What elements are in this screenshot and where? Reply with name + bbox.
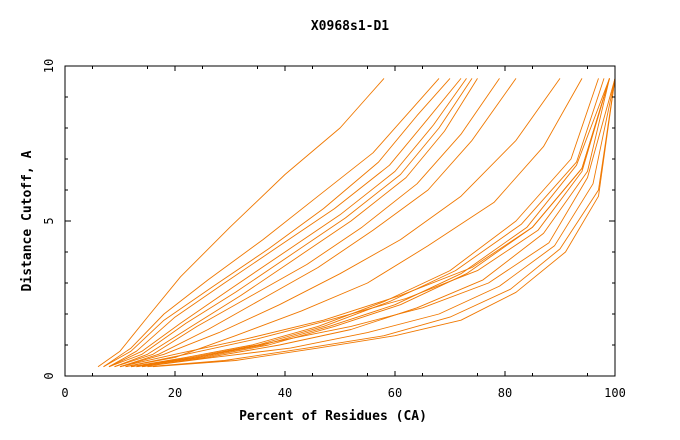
y-tick-label-0: 0 xyxy=(42,372,56,379)
series-line-18 xyxy=(119,78,610,368)
series-line-2 xyxy=(103,78,440,368)
series-line-9 xyxy=(119,78,517,368)
x-tick-label-60: 60 xyxy=(388,386,402,400)
x-axis-label: Percent of Residues (CA) xyxy=(239,409,427,424)
series-line-22 xyxy=(152,78,616,368)
x-tick-label-100: 100 xyxy=(604,386,626,400)
series-line-19 xyxy=(130,78,616,368)
x-tick-label-20: 20 xyxy=(168,386,182,400)
series-line-16 xyxy=(141,78,610,368)
y-tick-label-10: 10 xyxy=(42,59,56,73)
series-line-17 xyxy=(125,78,610,368)
axis-ticks: 0 20 40 60 80 100 0 5 10 xyxy=(42,59,626,400)
series-line-21 xyxy=(147,78,616,368)
series-line-1 xyxy=(97,78,385,368)
series-line-20 xyxy=(141,78,616,368)
series-line-7 xyxy=(114,78,478,368)
series-line-6 xyxy=(108,78,473,368)
y-tick-label-5: 5 xyxy=(42,217,56,224)
series-line-4 xyxy=(108,78,462,368)
chart-title: X0968s1-D1 xyxy=(311,19,389,34)
series-line-10 xyxy=(119,78,561,368)
x-tick-label-80: 80 xyxy=(498,386,512,400)
series-line-5 xyxy=(108,78,467,368)
series-line-12 xyxy=(130,78,599,368)
series-line-14 xyxy=(136,78,610,368)
plot-curves xyxy=(97,78,616,368)
y-axis-label: Distance Cutoff, A xyxy=(20,150,35,291)
series-line-13 xyxy=(130,78,605,368)
series-line-15 xyxy=(136,78,610,368)
x-tick-label-40: 40 xyxy=(278,386,292,400)
series-line-3 xyxy=(103,78,451,368)
series-line-8 xyxy=(114,78,500,368)
x-tick-label-0: 0 xyxy=(61,386,68,400)
